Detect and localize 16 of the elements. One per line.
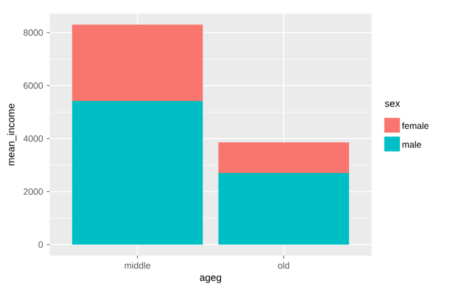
legend-title: sex [384,102,400,108]
legend-label: male [402,141,421,148]
y-tick-label: 6000 [24,82,43,90]
bar [218,173,350,245]
bar [218,142,350,174]
x-tick-label: middle [124,262,150,269]
y-tick-label: 0 [38,242,43,248]
x-axis-title: ageg [200,276,222,284]
y-tick-label: 8000 [24,30,43,36]
bar [72,24,203,102]
bar [72,101,203,245]
y-tick-label: 4000 [23,136,43,142]
x-tick-label: old [278,262,290,269]
legend-label: female [402,122,428,130]
y-tick-label: 2000 [24,188,43,196]
y-axis-title: mean_income [7,104,16,166]
